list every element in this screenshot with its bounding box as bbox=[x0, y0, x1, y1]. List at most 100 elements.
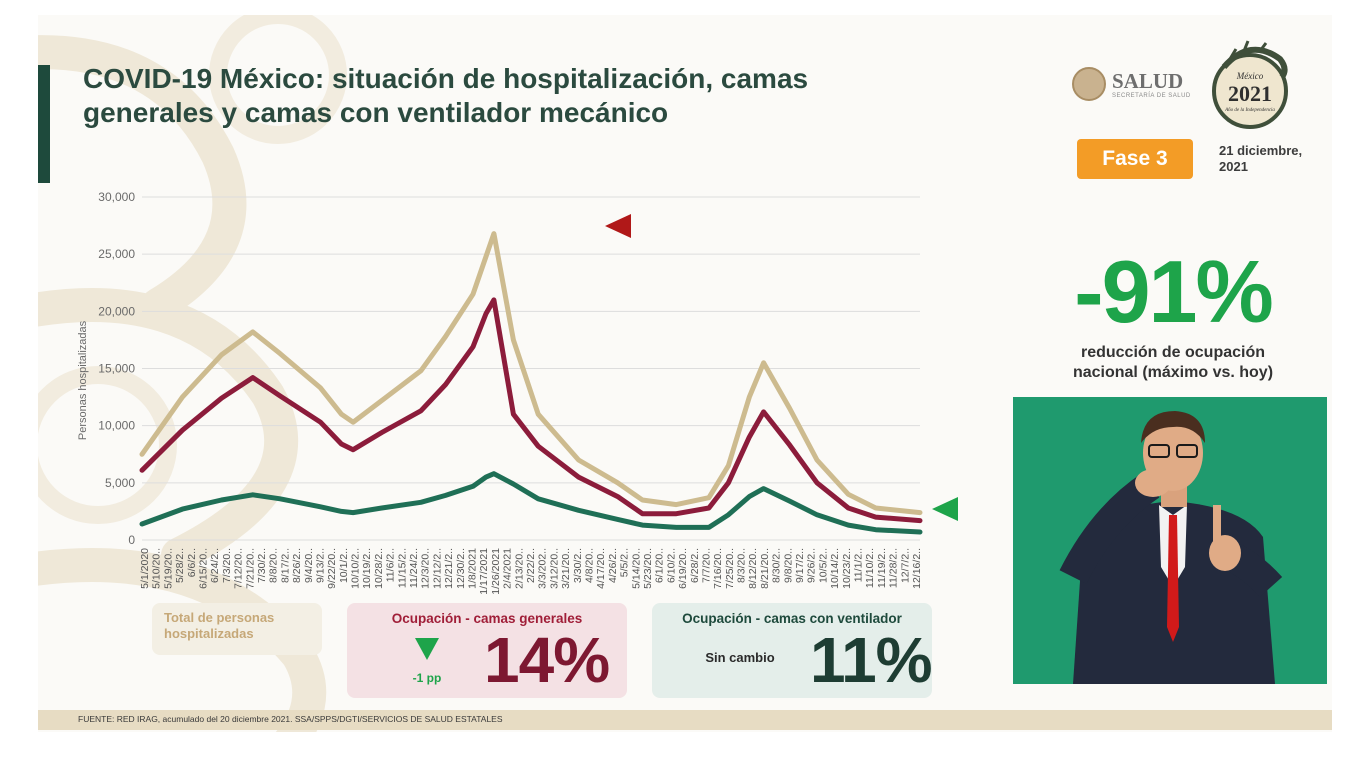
kpi-general-value: 14% bbox=[484, 624, 610, 696]
x-tick-label: 2/4/2021 bbox=[502, 548, 514, 589]
y-tick-label: 5,000 bbox=[105, 476, 135, 490]
x-tick-label: 8/21/20.. bbox=[759, 548, 771, 589]
x-tick-label: 9/17/2.. bbox=[794, 548, 806, 583]
kpi-ventilator-value: 11% bbox=[810, 624, 933, 696]
x-tick-label: 7/25/20.. bbox=[724, 548, 736, 589]
series-line bbox=[139, 471, 923, 535]
x-tick-label: 11/19/2.. bbox=[876, 548, 888, 588]
kpi-total-label: Total de personas hospitalizadas bbox=[164, 610, 275, 641]
x-tick-label: 9/26/2.. bbox=[806, 548, 818, 583]
x-tick-label: 7/3/20.. bbox=[221, 548, 233, 583]
sign-language-interpreter-video bbox=[1013, 397, 1327, 684]
x-tick-label: 10/23/2.. bbox=[841, 548, 853, 589]
report-date: 21 diciembre, 2021 bbox=[1219, 143, 1303, 174]
x-tick-label: 11/24/2.. bbox=[408, 548, 420, 588]
x-tick-label: 10/10/2.. bbox=[350, 548, 362, 589]
phase-badge: Fase 3 bbox=[1077, 139, 1193, 179]
x-tick-label: 6/24/2.. bbox=[209, 548, 221, 583]
x-tick-label: 7/16/20.. bbox=[712, 548, 724, 589]
kpi-ventilator-title: Ocupación - camas con ventilador bbox=[682, 611, 902, 626]
kpi-total-hospitalized: Total de personas hospitalizadas bbox=[152, 603, 322, 655]
x-tick-label: 3/12/20.. bbox=[548, 548, 560, 589]
x-tick-label: 1/26/2021 bbox=[490, 548, 502, 595]
x-tick-label: 12/3/20.. bbox=[420, 548, 432, 589]
page-title: COVID-19 México: situación de hospitaliz… bbox=[83, 63, 809, 128]
x-tick-label: 7/30/2.. bbox=[256, 548, 268, 583]
x-tick-label: 2/22/2.. bbox=[525, 548, 537, 583]
x-tick-label: 6/15/20.. bbox=[198, 548, 210, 589]
interpreter-image bbox=[1013, 397, 1327, 684]
footer-bar: FUENTE: RED IRAG, acumulado del 20 dicie… bbox=[38, 710, 1332, 730]
x-tick-label: 12/21/2.. bbox=[443, 548, 455, 589]
x-tick-label: 10/5/2.. bbox=[817, 548, 829, 583]
x-tick-label: 3/30/2.. bbox=[572, 548, 584, 583]
x-tick-label: 6/6/2.. bbox=[186, 548, 198, 577]
x-tick-label: 5/10/20.. bbox=[151, 548, 163, 589]
y-tick-label: 30,000 bbox=[98, 190, 135, 204]
x-tick-label: 7/21/20.. bbox=[244, 548, 256, 589]
x-tick-label: 4/17/20.. bbox=[595, 548, 607, 589]
source-footnote: FUENTE: RED IRAG, acumulado del 20 dicie… bbox=[78, 714, 503, 724]
x-tick-label: 5/23/20.. bbox=[642, 548, 654, 589]
x-tick-label: 5/28/2.. bbox=[174, 548, 186, 583]
x-tick-label: 12/12/2.. bbox=[431, 548, 443, 589]
x-tick-label: 1/8/2021 bbox=[467, 548, 479, 589]
x-tick-label: 5/19/20.. bbox=[162, 548, 174, 589]
x-tick-label: 8/12/20.. bbox=[747, 548, 759, 589]
x-tick-label: 4/8/20.. bbox=[584, 548, 596, 583]
x-tick-label: 7/7/20.. bbox=[701, 548, 713, 583]
kpi-ventilator-change: Sin cambio bbox=[705, 650, 775, 665]
x-tick-label: 3/3/202.. bbox=[537, 548, 549, 589]
salud-logo-text: SALUD bbox=[1112, 69, 1184, 93]
x-tick-label: 5/14/20.. bbox=[630, 548, 642, 589]
current-marker-triangle bbox=[932, 497, 958, 521]
x-tick-label: 8/8/20.. bbox=[268, 548, 280, 583]
series-line bbox=[139, 297, 923, 524]
x-tick-label: 6/10/2.. bbox=[665, 548, 677, 583]
x-tick-label: 11/1/2.. bbox=[853, 548, 865, 582]
y-tick-label: 10,000 bbox=[98, 419, 135, 433]
x-tick-label: 6/28/2.. bbox=[689, 548, 701, 583]
x-tick-label: 9/13/2.. bbox=[315, 548, 327, 583]
x-tick-label: 9/22/20.. bbox=[326, 548, 338, 589]
x-tick-label: 8/26/2.. bbox=[291, 548, 303, 583]
hospitalization-line-chart: 0 5,000 10,000 15,000 20,000 25,000 30,000 Pers… bbox=[77, 190, 958, 595]
x-tick-label: 8/17/2.. bbox=[279, 548, 291, 583]
x-tick-label: 5/5/2.. bbox=[619, 548, 631, 577]
salud-logo: SALUD SECRETARÍA DE SALUD bbox=[1072, 65, 1192, 105]
x-tick-label: 10/28/2.. bbox=[373, 548, 385, 589]
x-tick-label: 4/26/2.. bbox=[607, 548, 619, 583]
series-line bbox=[139, 231, 923, 516]
kpi-ventilator-beds: Ocupación - camas con ventilador Sin cam… bbox=[652, 603, 933, 698]
year-logo-year-text: 2021 bbox=[1228, 81, 1272, 106]
x-tick-label: 10/19/2.. bbox=[361, 548, 373, 589]
kpi-general-title: Ocupación - camas generales bbox=[391, 611, 583, 626]
x-tick-label: 8/3/20.. bbox=[736, 548, 748, 583]
y-axis-label: Personas hospitalizadas bbox=[77, 320, 89, 440]
x-tick-label: 9/8/20.. bbox=[782, 548, 794, 583]
kpi-general-beds: Ocupación - camas generales -1 pp 14% bbox=[347, 603, 627, 698]
y-tick-label: 15,000 bbox=[98, 362, 135, 376]
year-logo-top-text: México bbox=[1236, 71, 1264, 81]
down-arrow-icon bbox=[415, 638, 439, 660]
title-accent-bar bbox=[38, 65, 50, 183]
x-tick-label: 12/30/2.. bbox=[455, 548, 467, 589]
reduction-caption: reducción de ocupación nacional (máximo … bbox=[1072, 344, 1274, 381]
y-tick-label: 25,000 bbox=[98, 247, 135, 261]
national-seal-icon bbox=[1072, 67, 1106, 101]
x-tick-label: 12/16/2.. bbox=[911, 548, 923, 589]
kpi-general-change: -1 pp bbox=[412, 671, 442, 685]
x-tick-label: 11/6/2.. bbox=[385, 548, 397, 582]
x-tick-label: 12/7/2.. bbox=[899, 548, 911, 583]
x-tick-label: 1/17/2021 bbox=[478, 548, 490, 595]
x-tick-label: 7/12/20.. bbox=[233, 548, 245, 589]
x-tick-label: 6/19/20.. bbox=[677, 548, 689, 589]
year-2021-logo: México 2021 Año de la Independencia bbox=[1212, 40, 1288, 129]
x-tick-label: 10/1/2.. bbox=[338, 548, 350, 583]
x-tick-label: 3/21/20.. bbox=[560, 548, 572, 589]
x-tick-label: 11/10/2.. bbox=[864, 548, 876, 588]
x-tick-label: 10/14/2.. bbox=[829, 548, 841, 589]
salud-logo-subtitle: SECRETARÍA DE SALUD bbox=[1112, 93, 1191, 99]
year-logo-sub-text: Año de la Independencia bbox=[1224, 108, 1275, 113]
x-tick-label: 8/30/2.. bbox=[771, 548, 783, 583]
